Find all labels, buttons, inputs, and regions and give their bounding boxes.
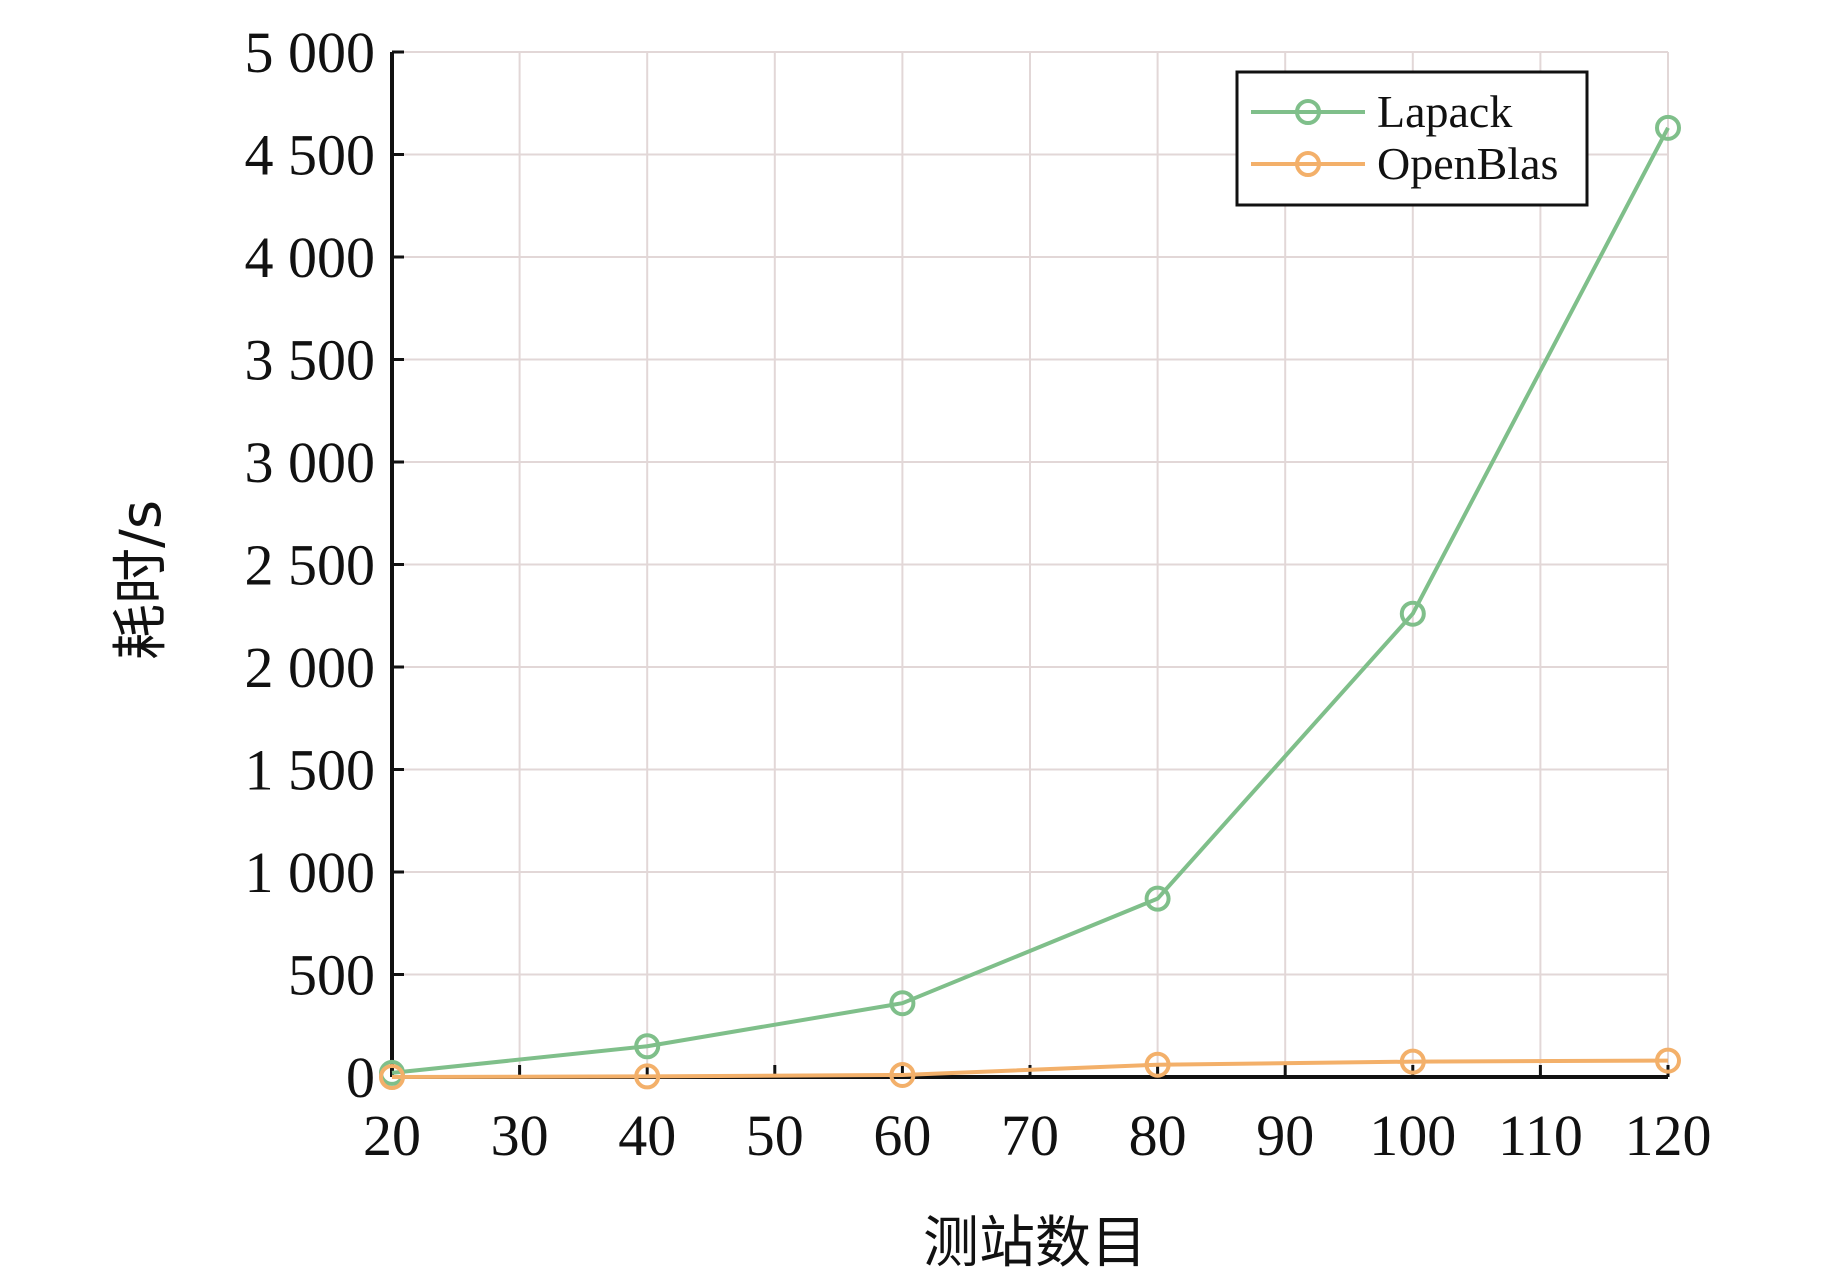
y-axis-title: 耗时/s (109, 500, 174, 660)
x-tick-label-10: 120 (1625, 1103, 1712, 1168)
x-tick-label-5: 70 (1001, 1103, 1059, 1168)
y-tick-label-2: 1 000 (245, 840, 376, 905)
x-tick-label-3: 50 (746, 1103, 804, 1168)
y-tick-label-8: 4 000 (245, 225, 376, 290)
point-lapack-5 (1655, 114, 1681, 141)
legend-label-lapack: Lapack (1377, 86, 1512, 137)
point-lapack-1 (634, 1033, 661, 1060)
legend-box (1235, 70, 1589, 207)
x-tick-label-1: 30 (491, 1103, 549, 1168)
x-tick-label-0: 20 (363, 1103, 421, 1168)
x-tick-label-9: 110 (1498, 1103, 1583, 1168)
y-tick-label-5: 2 500 (245, 533, 376, 598)
y-tick-label-7: 3 500 (245, 328, 376, 393)
point-lapack-4 (1399, 600, 1426, 627)
point-lapack-3 (1144, 885, 1171, 912)
point-openblas-4 (1399, 1048, 1426, 1075)
legend-marker-lapack (1295, 99, 1321, 125)
series-line-openblas (391, 1058, 1669, 1079)
x-tick-label-4: 60 (873, 1103, 931, 1168)
series-line-lapack (391, 126, 1670, 1075)
x-tick-label-8: 100 (1369, 1103, 1456, 1168)
point-openblas-3 (1144, 1051, 1171, 1078)
point-lapack-2 (889, 990, 916, 1017)
point-openblas-1 (634, 1063, 661, 1090)
legend-marker-openblas (1295, 151, 1321, 177)
grid-lines (391, 51, 1669, 1078)
y-tick-label-10: 5 000 (245, 20, 376, 85)
x-ticks: 20 30 40 50 60 70 80 90 100 110 120 (363, 1065, 1712, 1168)
y-tick-label-9: 4 500 (245, 123, 376, 188)
point-openblas-2 (889, 1061, 916, 1088)
legend-label-openblas: OpenBlas (1377, 138, 1558, 189)
x-axis-title: 测站数目 (923, 1211, 1147, 1276)
y-tick-label-1: 500 (288, 943, 375, 1008)
x-tick-label-7: 90 (1256, 1103, 1314, 1168)
x-tick-label-2: 40 (618, 1103, 676, 1168)
y-ticks: 0 500 1 000 1 500 2 000 2 500 3 000 3 500 4 000 4… (245, 20, 404, 1110)
y-tick-label-4: 2 000 (245, 635, 376, 700)
point-openblas-0 (379, 1064, 405, 1090)
y-tick-label-0: 0 (346, 1045, 375, 1110)
y-tick-label-6: 3 000 (245, 430, 376, 495)
y-tick-label-3: 1 500 (245, 738, 376, 803)
point-openblas-5 (1655, 1047, 1681, 1074)
x-tick-label-6: 80 (1129, 1103, 1187, 1168)
series-group (379, 114, 1681, 1090)
